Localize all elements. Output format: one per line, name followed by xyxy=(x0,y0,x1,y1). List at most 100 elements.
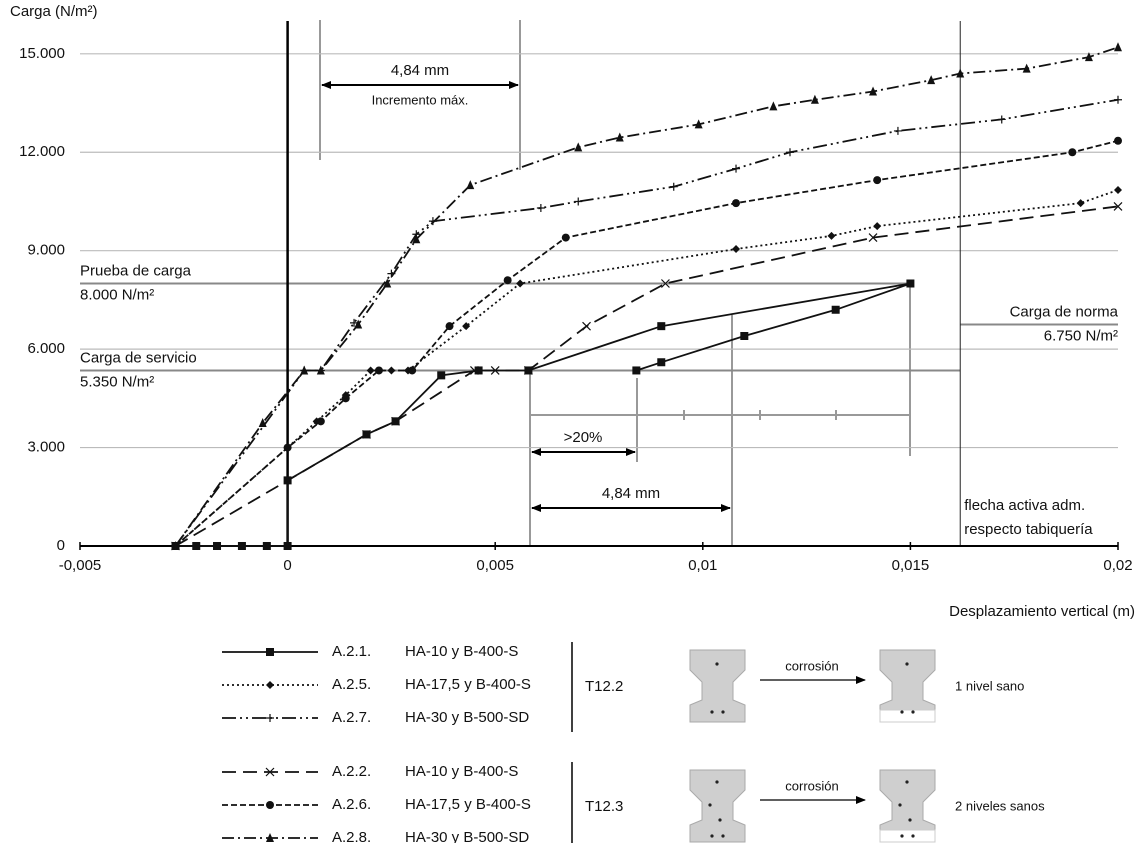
marker xyxy=(657,322,665,330)
rebar-dot xyxy=(721,834,724,837)
rebar-dot xyxy=(905,662,908,665)
marker xyxy=(263,542,271,550)
marker xyxy=(516,280,524,288)
legend-description: HA-30 y B-500-SD xyxy=(405,709,529,726)
rebar-dot xyxy=(911,834,914,837)
y-tick-label: 15.000 xyxy=(19,45,65,62)
rebar-dot xyxy=(911,710,914,713)
marker xyxy=(192,542,200,550)
y-tick-label: 3.000 xyxy=(27,439,65,456)
x-tick-label: 0 xyxy=(283,557,291,574)
rebar-dot xyxy=(905,780,908,783)
marker xyxy=(466,180,474,189)
annotation: 4,84 mm xyxy=(391,62,449,79)
marker xyxy=(266,714,274,722)
group-label: T12.2 xyxy=(585,678,623,695)
marker xyxy=(284,542,292,550)
marker xyxy=(1068,148,1076,156)
rebar-dot xyxy=(721,710,724,713)
reference-label: Carga de norma xyxy=(1010,303,1119,320)
marker xyxy=(670,183,678,191)
marker xyxy=(266,801,274,809)
series-line xyxy=(176,47,1119,546)
legend-code: A.2.1. xyxy=(332,643,371,660)
legend-code: A.2.6. xyxy=(332,796,371,813)
corrosion-label: corrosión xyxy=(785,658,838,673)
marker xyxy=(873,222,881,230)
reference-label: 6.750 N/m² xyxy=(1044,327,1118,344)
reference-label: Carga de servicio xyxy=(80,349,197,366)
x-tick-label: 0,005 xyxy=(476,557,514,574)
marker xyxy=(786,148,794,156)
marker xyxy=(828,232,836,240)
reference-label: 5.350 N/m² xyxy=(80,373,154,390)
reference-label: 8.000 N/m² xyxy=(80,286,154,303)
group-note: 2 niveles sanos xyxy=(955,798,1045,813)
x-tick-label: 0,015 xyxy=(892,557,930,574)
rebar-dot xyxy=(708,803,711,806)
marker xyxy=(537,204,545,212)
legend-description: HA-17,5 y B-400-S xyxy=(405,676,531,693)
x-tick-label: -0,005 xyxy=(59,557,102,574)
marker xyxy=(408,366,416,374)
marker xyxy=(238,542,246,550)
marker xyxy=(740,332,748,340)
rebar-dot xyxy=(710,834,713,837)
rebar-dot xyxy=(715,780,718,783)
x-tick-label: 0,01 xyxy=(688,557,717,574)
marker xyxy=(657,358,665,366)
group-label: T12.3 xyxy=(585,798,623,815)
annotation: Incremento máx. xyxy=(372,92,469,107)
legend-code: A.2.2. xyxy=(332,763,371,780)
annotation: >20% xyxy=(564,429,603,446)
corroded-zone xyxy=(880,710,935,722)
section-icon xyxy=(690,650,745,722)
legend-code: A.2.7. xyxy=(332,709,371,726)
marker xyxy=(437,371,445,379)
rebar-dot xyxy=(900,710,903,713)
rebar-dot xyxy=(898,803,901,806)
marker xyxy=(632,366,640,374)
rebar-dot xyxy=(908,818,911,821)
marker xyxy=(284,444,292,452)
marker xyxy=(732,245,740,253)
rebar-dot xyxy=(900,834,903,837)
rebar-dot xyxy=(715,662,718,665)
limit-label: flecha activa adm. xyxy=(964,497,1085,514)
marker xyxy=(1114,96,1122,104)
marker xyxy=(998,115,1006,123)
marker xyxy=(769,101,777,110)
marker xyxy=(832,306,840,314)
marker xyxy=(1077,199,1085,207)
marker xyxy=(504,276,512,284)
group-note: 1 nivel sano xyxy=(955,678,1024,693)
legend-code: A.2.8. xyxy=(332,829,371,843)
marker xyxy=(574,197,582,205)
marker xyxy=(266,648,274,656)
marker xyxy=(317,417,325,425)
marker xyxy=(873,176,881,184)
marker xyxy=(574,142,582,151)
x-tick-label: 0,02 xyxy=(1103,557,1132,574)
rebar-dot xyxy=(718,818,721,821)
x-axis-title: Desplazamiento vertical (m) xyxy=(949,603,1135,620)
marker xyxy=(266,681,274,689)
marker xyxy=(446,322,454,330)
dimension-arrows xyxy=(322,85,730,508)
marker xyxy=(1114,137,1122,145)
marker xyxy=(375,366,383,374)
legend-code: A.2.5. xyxy=(332,676,371,693)
marker xyxy=(1114,186,1122,194)
limit-label: respecto tabiquería xyxy=(964,521,1093,538)
corrosion-label: corrosión xyxy=(785,778,838,793)
marker xyxy=(732,165,740,173)
marker xyxy=(213,542,221,550)
chart: Carga (N/m²) Desplazamiento vertical (m)… xyxy=(0,0,1144,843)
marker xyxy=(429,217,437,225)
y-tick-label: 9.000 xyxy=(27,242,65,259)
legend-description: HA-30 y B-500-SD xyxy=(405,829,529,843)
legend-description: HA-17,5 y B-400-S xyxy=(405,796,531,813)
y-tick-label: 12.000 xyxy=(19,143,65,160)
legend-description: HA-10 y B-400-S xyxy=(405,643,518,660)
marker xyxy=(367,366,375,374)
